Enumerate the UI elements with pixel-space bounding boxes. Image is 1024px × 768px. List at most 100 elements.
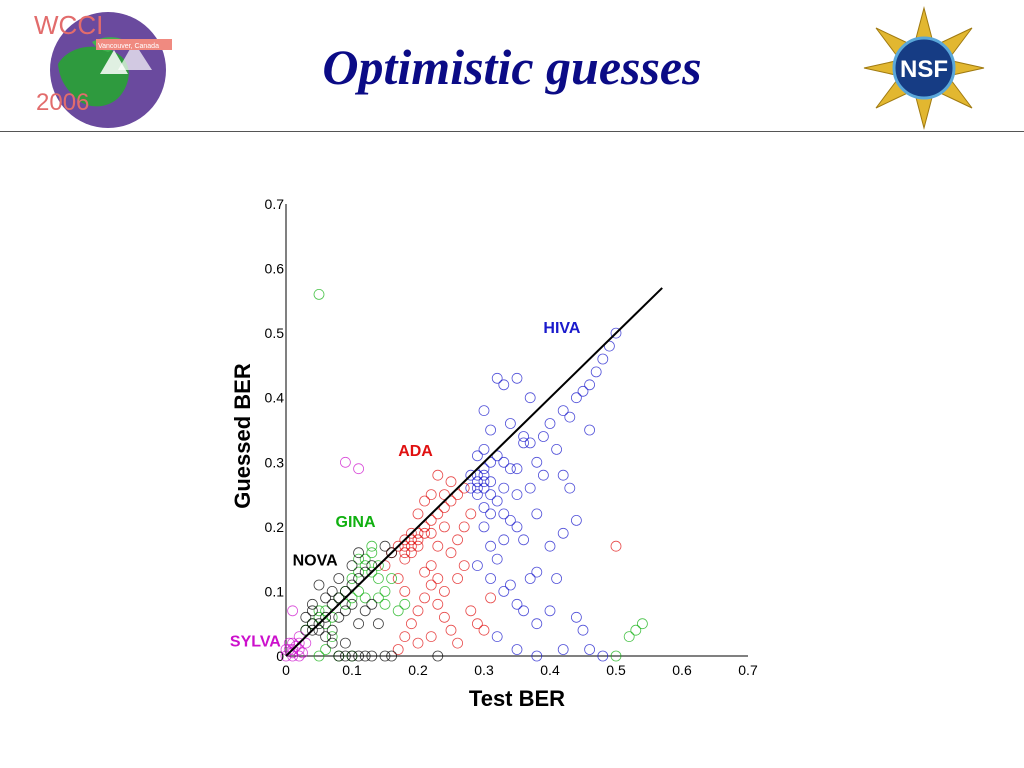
ribbon-shape	[96, 39, 172, 50]
data-point	[320, 611, 332, 623]
data-point	[412, 605, 424, 617]
data-point	[346, 650, 358, 662]
series-label-sylva: SYLVA	[230, 633, 281, 650]
data-point	[366, 566, 378, 578]
data-point	[452, 573, 464, 584]
data-point	[551, 573, 562, 584]
data-point	[452, 534, 464, 546]
data-point	[339, 456, 351, 468]
data-point	[353, 566, 365, 578]
y-tick-label: 0.3	[265, 454, 285, 470]
data-point	[419, 521, 431, 533]
data-point	[471, 469, 483, 481]
data-point	[438, 586, 450, 597]
data-point	[571, 515, 582, 526]
data-point	[379, 540, 391, 552]
data-point	[504, 579, 516, 591]
data-point	[438, 521, 450, 533]
slide-header: Vancouver, Canada WCCI 2006 Optimistic g…	[0, 0, 1024, 132]
data-point	[491, 631, 503, 642]
data-point	[287, 650, 299, 662]
data-point	[313, 579, 325, 591]
data-point	[405, 534, 417, 546]
data-point	[300, 611, 312, 623]
data-point	[465, 469, 477, 481]
data-point	[478, 502, 490, 513]
data-point	[359, 592, 371, 604]
data-point	[353, 547, 365, 559]
series-ada	[379, 469, 622, 655]
data-point	[511, 372, 523, 384]
data-point	[333, 573, 345, 584]
data-point	[485, 489, 497, 501]
data-point	[412, 534, 424, 546]
data-point	[584, 424, 595, 436]
tick-labels: 0 0.1 0.2 0.3 0.4 0.5 0.6 0.7 0 0.1 0.2 0.3 0.4 0.5 0.…	[265, 196, 758, 678]
data-point	[610, 540, 622, 552]
data-point	[498, 482, 510, 494]
data-point	[564, 482, 576, 494]
data-point	[290, 640, 302, 652]
data-point	[346, 592, 358, 604]
data-point	[353, 650, 365, 662]
data-point	[445, 547, 457, 559]
data-point	[524, 392, 536, 404]
data-point	[359, 553, 371, 565]
data-point	[379, 598, 391, 610]
axes	[285, 204, 748, 657]
data-point	[280, 650, 292, 662]
data-point	[326, 637, 338, 649]
data-point	[326, 631, 338, 642]
data-point	[511, 644, 523, 655]
data-point	[485, 424, 497, 436]
data-point	[366, 598, 378, 610]
data-point	[313, 618, 325, 630]
data-point	[419, 566, 431, 578]
series-label-ada: ADA	[398, 443, 433, 460]
data-point	[491, 372, 503, 384]
data-point	[346, 579, 358, 591]
y-tick-label: 0.2	[265, 519, 285, 535]
data-point	[485, 456, 497, 468]
data-point	[538, 431, 549, 442]
y-axis-label: Guessed BER	[230, 363, 255, 509]
data-point	[504, 463, 516, 475]
reference-diagonal-line	[285, 287, 663, 657]
data-point	[287, 644, 299, 655]
data-point	[551, 443, 562, 455]
data-point	[379, 650, 391, 662]
data-point	[425, 579, 437, 591]
data-point	[300, 637, 312, 649]
data-point	[518, 534, 529, 546]
data-points	[280, 288, 648, 662]
page-title: Optimistic guesses	[322, 39, 702, 95]
data-point	[478, 521, 490, 533]
data-point	[432, 598, 444, 610]
data-point	[498, 456, 510, 468]
data-point	[412, 637, 424, 649]
data-point	[425, 489, 437, 501]
data-point	[438, 611, 450, 623]
data-point	[399, 553, 411, 565]
x-tick-label: 0.1	[342, 662, 362, 678]
data-point	[630, 624, 642, 636]
data-point	[465, 508, 477, 520]
series-labels: HIVA ADA GINA NOVA SYLVA	[230, 320, 581, 650]
data-point	[498, 586, 510, 597]
data-point	[524, 482, 536, 494]
x-tick-label: 0.4	[540, 662, 560, 678]
data-point	[339, 586, 351, 597]
data-point	[491, 495, 503, 507]
data-point	[458, 560, 470, 571]
data-point	[452, 489, 464, 501]
data-point	[313, 624, 325, 636]
wcci-logo: Vancouver, Canada WCCI 2006	[34, 10, 172, 128]
data-point	[571, 392, 582, 404]
data-point	[353, 586, 365, 597]
data-point	[511, 521, 523, 533]
data-point	[353, 573, 365, 584]
data-point	[339, 637, 351, 649]
data-point	[531, 508, 543, 520]
data-point	[300, 624, 312, 636]
